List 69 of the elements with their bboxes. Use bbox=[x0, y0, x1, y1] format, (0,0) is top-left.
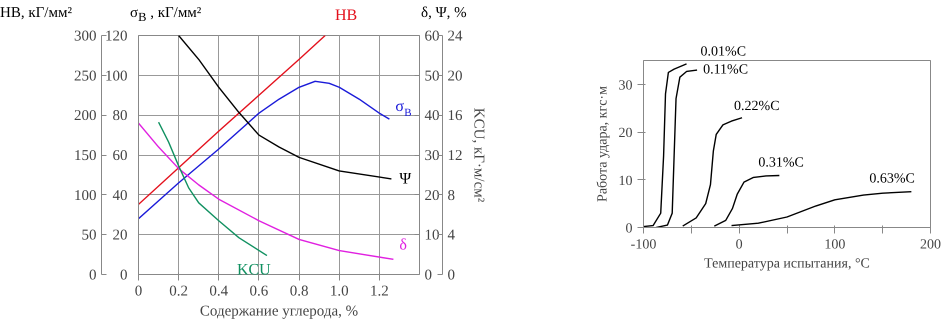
y3-tick-label: 200 bbox=[74, 108, 96, 124]
y3-tick-label: 300 bbox=[74, 28, 96, 44]
x-tick-label: 200 bbox=[920, 238, 941, 252]
series-label: 0.22%C bbox=[734, 98, 780, 114]
y2-tick-label: 50 bbox=[424, 68, 440, 84]
y-tick-label: 20 bbox=[112, 228, 128, 244]
y2-tick-label: 20 bbox=[424, 188, 440, 204]
y3-tick-label: 100 bbox=[74, 188, 96, 204]
y-tick-label: 120 bbox=[105, 28, 128, 44]
line-series bbox=[644, 63, 688, 228]
y3-tick-label: 250 bbox=[74, 68, 96, 84]
x-tick-label: 1.0 bbox=[330, 284, 349, 300]
y3-axis-title: HB, кГ/мм² bbox=[0, 5, 72, 21]
y-axis-title: KCU, кГ·м/см² bbox=[470, 108, 486, 203]
y-tick-label: 12 bbox=[448, 148, 462, 164]
x-tick-label: 0 bbox=[736, 238, 743, 252]
line-series bbox=[655, 69, 698, 228]
y3-tick-label: 150 bbox=[74, 148, 96, 164]
x-axis-title: Температура испытания, °C bbox=[704, 256, 870, 272]
series-label: 0.63%C bbox=[869, 172, 915, 187]
y-tick-label: 8 bbox=[448, 188, 455, 204]
y-tick-label: 0 bbox=[120, 268, 128, 284]
y2-tick-label: 10 bbox=[424, 228, 440, 244]
y-tick-label: 0 bbox=[448, 268, 455, 284]
x-tick-label: -100 bbox=[630, 238, 656, 252]
y-tick-label: 20 bbox=[618, 126, 632, 142]
y2-tick-label: 0 bbox=[424, 268, 432, 284]
series-label: HB bbox=[335, 7, 358, 24]
y-tick-label: 16 bbox=[448, 108, 463, 124]
series-label: 0.01%C bbox=[700, 44, 746, 60]
y-axis-title: Работа удара, кгс·м bbox=[596, 86, 610, 202]
series-label: 0.31%C bbox=[758, 155, 804, 170]
y3-tick-label: 0 bbox=[89, 268, 96, 284]
y-tick-label: 30 bbox=[618, 78, 632, 94]
y-tick-label: 4 bbox=[448, 228, 456, 244]
line-series bbox=[158, 121, 268, 256]
y-tick-label: 40 bbox=[112, 188, 128, 204]
line-series bbox=[714, 174, 780, 227]
x-tick-label: 0.4 bbox=[209, 284, 229, 300]
y-tick-label: 24 bbox=[448, 28, 463, 44]
y2-tick-label: 40 bbox=[424, 108, 440, 124]
series-label: δ bbox=[399, 236, 407, 254]
line-series bbox=[178, 36, 392, 180]
y-tick-label: 100 bbox=[105, 68, 128, 84]
y-tick-label: 60 bbox=[112, 148, 128, 164]
y-tick-label: 80 bbox=[112, 108, 128, 124]
x-tick-label: 0 bbox=[134, 284, 142, 300]
y2-axis-title: δ, Ψ, % bbox=[421, 5, 467, 21]
x-tick-label: 0.2 bbox=[169, 284, 188, 300]
series-label: Ψ bbox=[399, 170, 412, 188]
x-tick-label: 1.2 bbox=[370, 284, 389, 300]
x-axis-title: Содержание углерода, % bbox=[200, 304, 358, 320]
y-tick-label: 0 bbox=[626, 222, 632, 236]
series-label: KCU bbox=[236, 262, 272, 279]
line-series bbox=[138, 80, 390, 220]
y-axis-title: σ$_{B}$ , кГ/мм² bbox=[130, 5, 202, 24]
y2-tick-label: 30 bbox=[424, 148, 440, 164]
y-tick-label: 10 bbox=[618, 174, 632, 189]
line-series bbox=[730, 191, 912, 226]
y2-tick-label: 60 bbox=[424, 28, 440, 44]
x-tick-label: 100 bbox=[824, 238, 846, 252]
line-series bbox=[682, 117, 743, 227]
line-series bbox=[138, 122, 394, 260]
x-tick-label: 0.6 bbox=[250, 284, 269, 300]
y3-tick-label: 50 bbox=[82, 228, 96, 244]
y-tick-label: 20 bbox=[448, 68, 462, 84]
line-series bbox=[138, 36, 326, 206]
series-label: 0.11%C bbox=[703, 62, 748, 78]
x-tick-label: 0.8 bbox=[290, 284, 308, 300]
